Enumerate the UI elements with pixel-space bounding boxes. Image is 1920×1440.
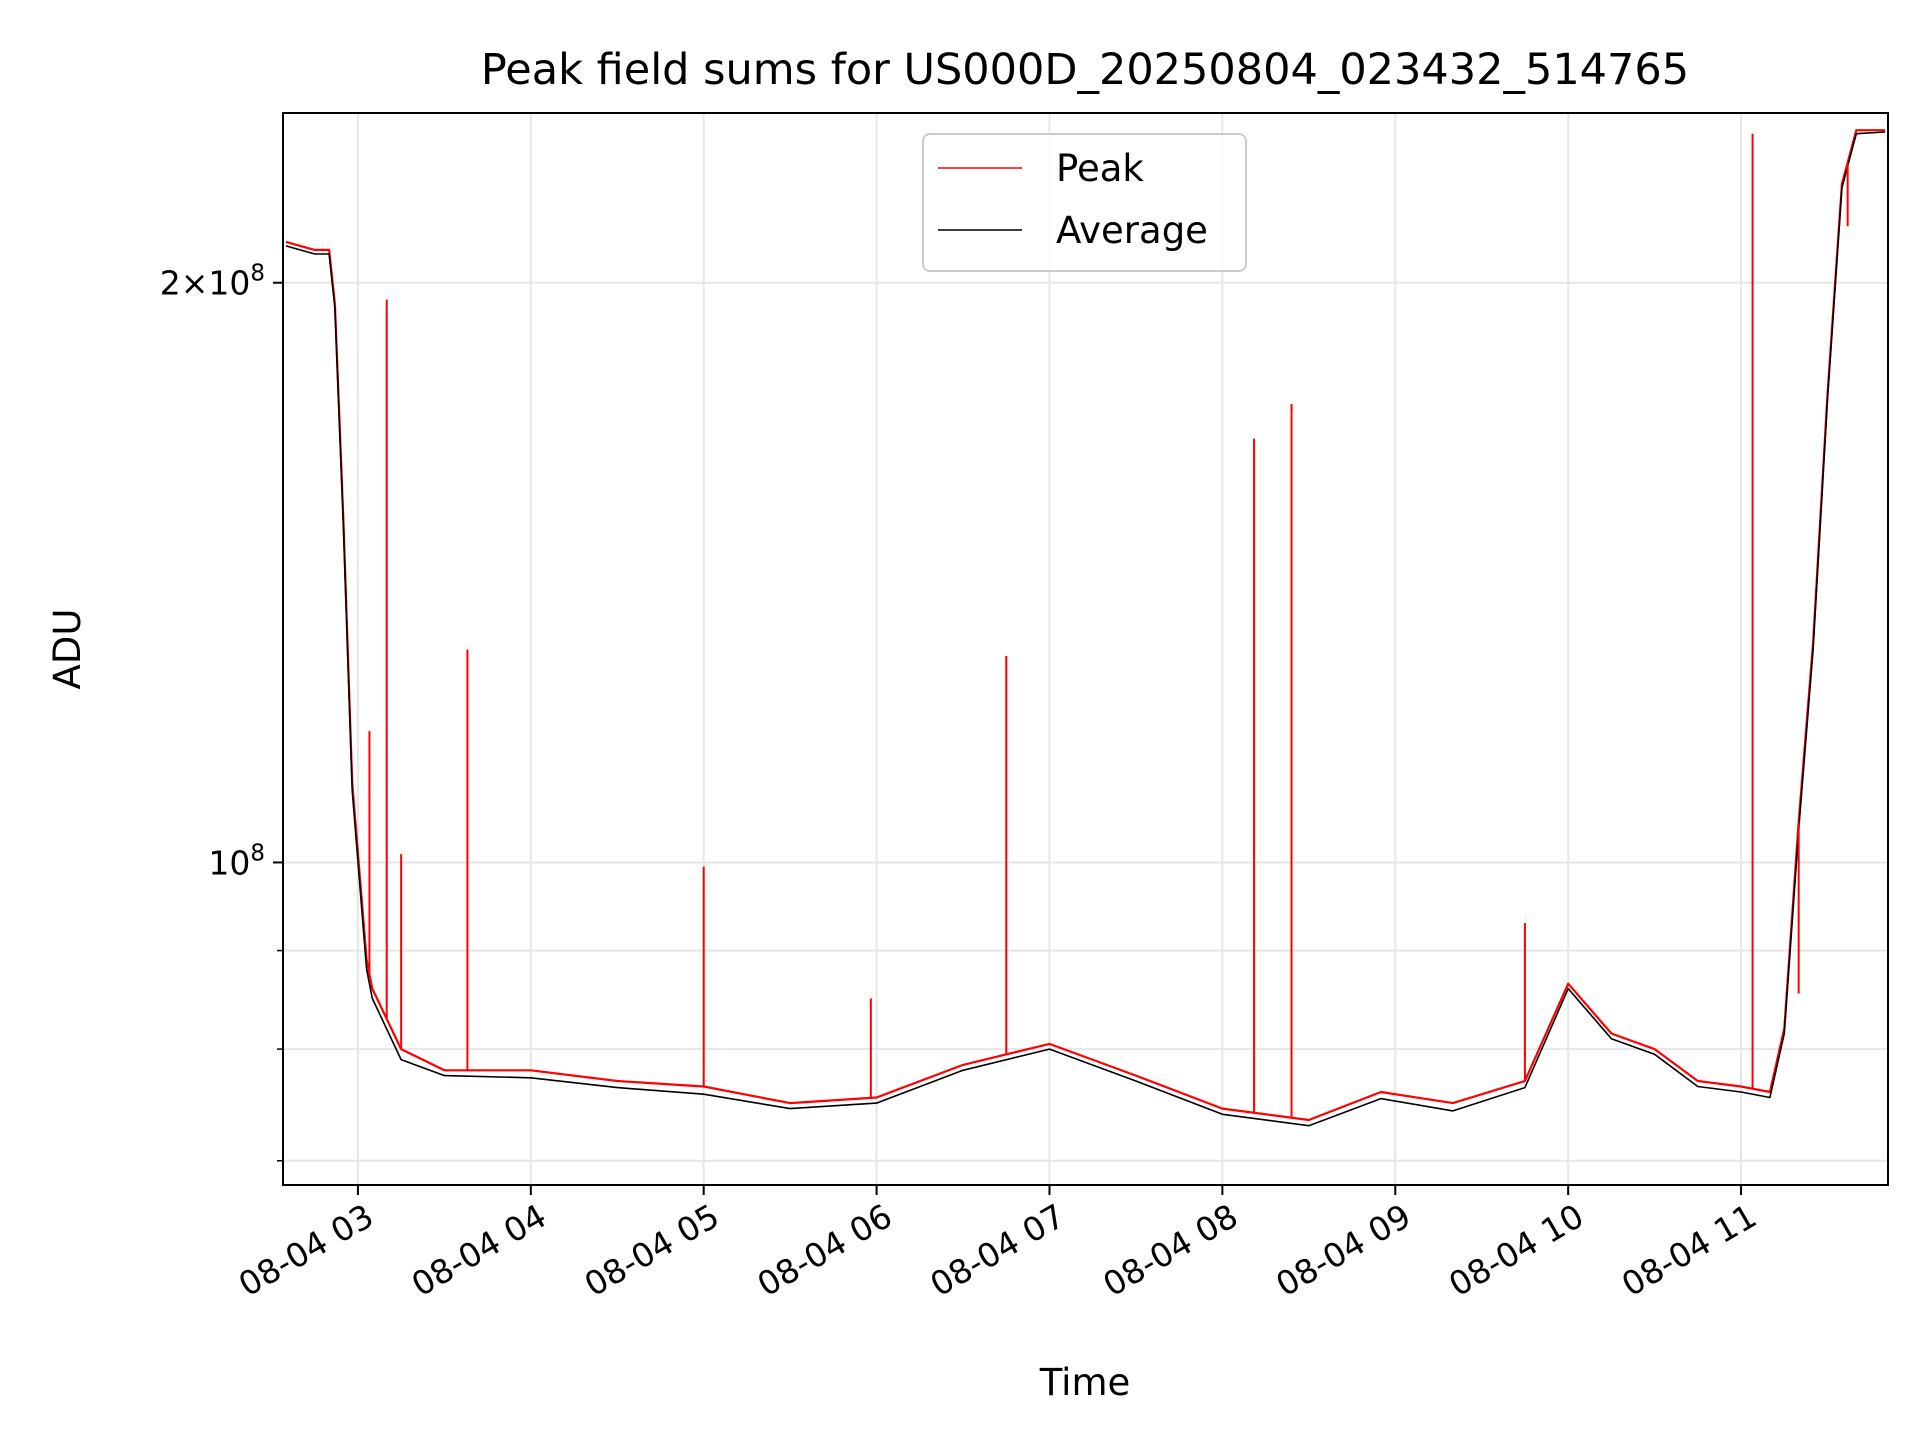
series-layer [285,129,1886,1127]
legend: Peak Average [922,133,1247,272]
grid-lines [283,113,1888,1185]
y-axis-label: ADU [46,609,89,690]
series-line-average [285,131,1886,1127]
chart-title: Peak field sums for US000D_20250804_0234… [481,45,1689,95]
plot-frame [282,112,1889,1186]
y-tick-label: 2×108 [160,261,265,303]
x-axis-label: Time [1039,1361,1131,1404]
legend-label-peak: Peak [1056,147,1144,190]
legend-label-average: Average [1056,209,1208,252]
